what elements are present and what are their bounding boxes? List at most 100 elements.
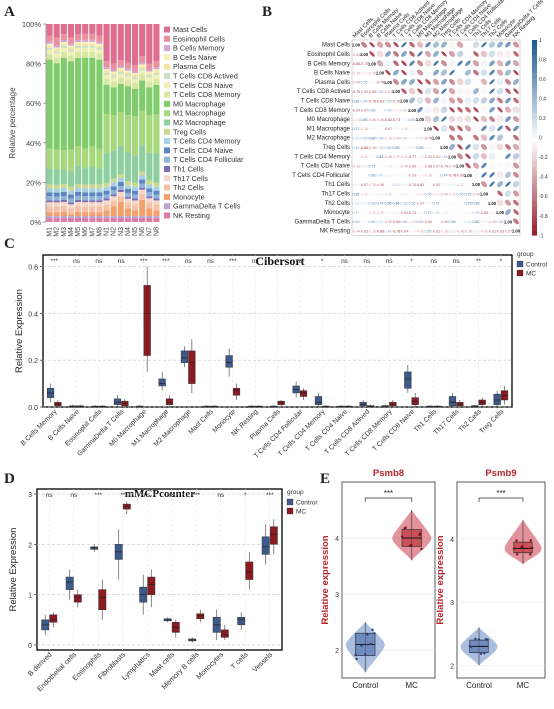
diagonal-value: 1.00 xyxy=(368,61,377,66)
correlation-ellipse xyxy=(480,69,488,76)
diagonal-value: 1.00 xyxy=(488,201,497,206)
y-tick-label: 20% xyxy=(26,178,41,187)
correlation-ellipse xyxy=(385,41,391,48)
correlation-ellipse xyxy=(441,51,447,57)
diagonal-value: 1.00 xyxy=(464,173,473,178)
colorbar-tick: -0.4 xyxy=(539,175,548,181)
box xyxy=(113,398,122,405)
correlation-value: -0.46 xyxy=(456,229,464,233)
stack-segment xyxy=(89,218,96,222)
correlation-value: -0.62 xyxy=(488,229,496,233)
row-label: Th17 Cells xyxy=(321,191,350,197)
stack-segment xyxy=(46,188,53,193)
significance-label: * xyxy=(500,258,503,265)
stack-segment xyxy=(67,214,74,217)
stack-segment xyxy=(117,202,124,216)
legend-swatch xyxy=(164,193,170,200)
correlation-value: 0.02 xyxy=(385,183,392,187)
stack-segment xyxy=(146,63,153,70)
correlation-value: 0.71 xyxy=(433,202,440,206)
correlation-value: -0.30 xyxy=(400,127,408,131)
stack-segment xyxy=(110,150,117,179)
stack-segment xyxy=(117,182,124,186)
correlation-value: -0.74 xyxy=(440,164,448,168)
stack-segment xyxy=(153,210,160,217)
colorbar-step xyxy=(532,132,537,138)
correlation-ellipse xyxy=(472,162,480,169)
box xyxy=(180,350,189,363)
significance-label: * xyxy=(321,258,324,265)
diagonal-value: 1.00 xyxy=(360,52,369,57)
correlation-ellipse xyxy=(457,125,463,132)
stack-segment xyxy=(46,192,53,197)
stack-segment xyxy=(153,61,160,68)
correlation-value: 0.20 xyxy=(361,202,368,206)
stack-segment xyxy=(146,71,153,74)
correlation-value: 0.16 xyxy=(393,127,400,131)
stack-segment xyxy=(75,212,82,216)
correlation-value: -0.49 xyxy=(384,155,392,159)
correlation-ellipse xyxy=(457,153,463,160)
correlation-ellipse xyxy=(424,87,432,95)
stack-segment xyxy=(132,71,139,74)
row-label: B Cells Memory xyxy=(308,61,350,67)
correlation-ellipse xyxy=(417,79,423,85)
stack-segment xyxy=(53,206,60,213)
correlation-value: -0.66 xyxy=(480,211,488,215)
colorbar-step xyxy=(532,186,537,192)
legend-swatch xyxy=(164,63,170,70)
correlation-value: 0.35 xyxy=(433,211,440,215)
stack-segment xyxy=(96,35,103,42)
stack-segment xyxy=(89,202,96,207)
data-point xyxy=(403,527,407,530)
diagonal-value: 1.00 xyxy=(496,210,505,215)
x-tick-label: T Cells CD4 Naive xyxy=(305,408,350,453)
colorbar-step xyxy=(532,40,537,46)
correlation-value: 0.32 xyxy=(353,202,360,206)
stack-segment xyxy=(132,76,139,79)
correlation-value: 0.15 xyxy=(401,118,408,122)
correlation-ellipse xyxy=(480,181,488,188)
correlation-ellipse xyxy=(504,162,512,170)
correlation-value: 0.48 xyxy=(385,229,392,233)
significance-label: * xyxy=(276,258,279,265)
stack-segment xyxy=(146,24,153,64)
stack-segment xyxy=(153,114,160,154)
data-point xyxy=(479,652,483,655)
box xyxy=(54,402,62,407)
significance-label: ns xyxy=(252,258,260,265)
stack-segment xyxy=(46,212,53,217)
correlation-ellipse xyxy=(496,171,504,179)
stack-segment xyxy=(110,190,117,195)
significance-label: ns xyxy=(144,492,152,499)
correlation-value: -0.32 xyxy=(368,211,376,215)
correlation-value: -0.78 xyxy=(448,174,456,178)
correlation-ellipse xyxy=(457,134,463,141)
stack-segment xyxy=(124,24,131,63)
significance-label: ** xyxy=(476,258,482,265)
stack-segment xyxy=(82,216,89,219)
x-tick-label: M6 xyxy=(82,227,89,237)
stack-segment xyxy=(132,88,139,117)
stack-segment xyxy=(67,43,74,46)
correlation-value: -0.63 xyxy=(432,229,440,233)
row-label: Treg Cells xyxy=(323,145,350,151)
stack-segment xyxy=(153,218,160,222)
colorbar-step xyxy=(532,230,537,236)
stack-segment xyxy=(103,218,110,222)
correlation-value: -0.27 xyxy=(432,192,440,196)
significance-label: ns xyxy=(95,258,103,265)
correlation-ellipse xyxy=(456,87,464,95)
correlation-value: 0.48 xyxy=(441,155,448,159)
correlation-value: -0.04 xyxy=(352,155,360,159)
correlation-ellipse xyxy=(472,171,480,179)
correlation-value: 0.10 xyxy=(385,211,392,215)
correlation-ellipse xyxy=(481,125,487,132)
significance-bracket xyxy=(478,497,524,502)
correlation-ellipse xyxy=(432,97,440,104)
stack-segment xyxy=(82,148,89,169)
stack-segment xyxy=(60,196,67,200)
correlation-ellipse xyxy=(512,106,520,114)
stack-segment xyxy=(153,190,160,195)
legend-swatch xyxy=(164,166,170,172)
